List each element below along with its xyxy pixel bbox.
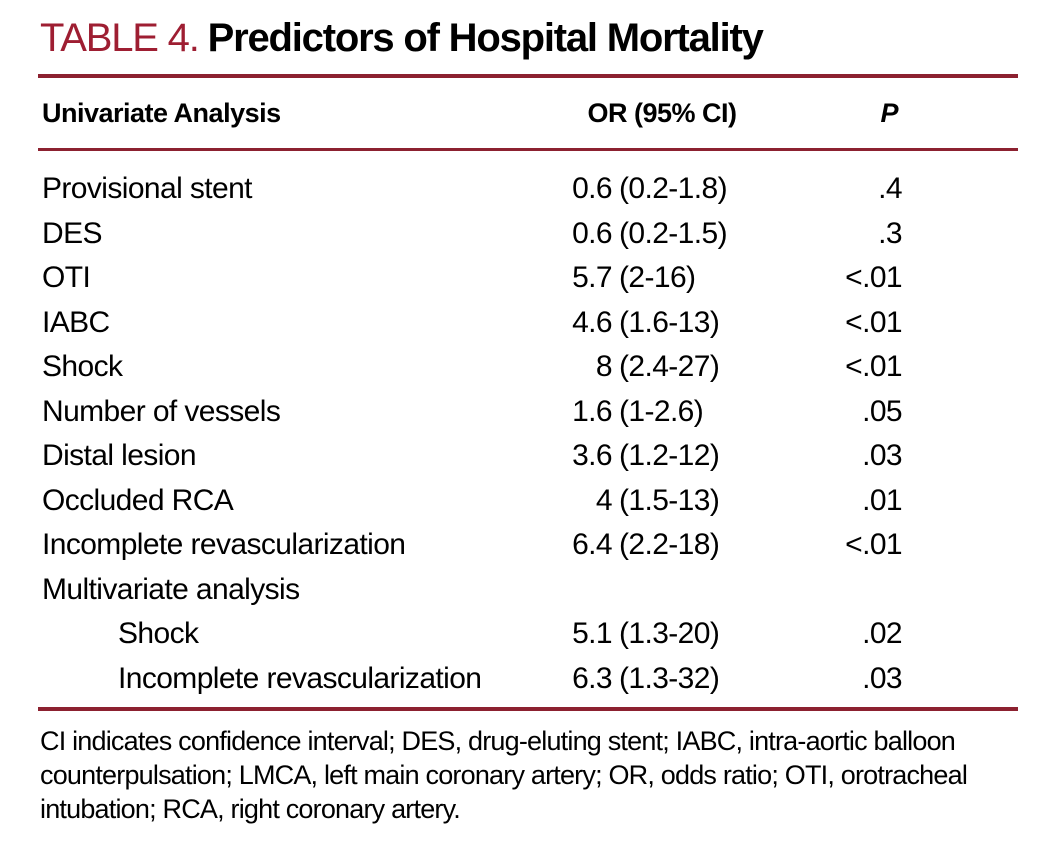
- row-p-value: .03: [862, 439, 903, 473]
- table-row: DES 0.6 (0.2-1.5) .3: [38, 212, 1018, 257]
- row-label: Incomplete revascularization: [118, 661, 482, 695]
- table-caption: Predictors of Hospital Mortality: [207, 16, 764, 60]
- row-p-value: .05: [862, 394, 903, 428]
- row-or-confidence-interval: (2.2-18): [619, 528, 720, 562]
- row-or-value: 3.6: [572, 439, 613, 473]
- table-row: Incomplete revascularization 6.4 (2.2-18…: [38, 523, 1018, 568]
- row-label: Distal lesion: [42, 439, 197, 473]
- row-label: Multivariate analysis: [42, 572, 300, 606]
- row-label: IABC: [42, 305, 110, 339]
- bottom-rule: [38, 707, 1018, 711]
- row-or-value: 1.6: [572, 394, 613, 428]
- row-label: Occluded RCA: [42, 483, 234, 517]
- table-footnote: CI indicates confidence interval; DES, d…: [40, 726, 968, 824]
- row-or-value: 8: [595, 350, 613, 384]
- row-label: OTI: [42, 261, 91, 295]
- table-title: TABLE 4. Predictors of Hospital Mortality: [40, 16, 1018, 61]
- table-number: TABLE 4.: [40, 16, 200, 60]
- row-or-confidence-interval: (2-16): [619, 261, 696, 295]
- row-label: Shock: [42, 350, 123, 384]
- table-row: OTI 5.7 (2-16) <.01: [38, 256, 1018, 301]
- row-label: Number of vessels: [42, 394, 281, 428]
- row-or-value: 0.6: [572, 172, 613, 206]
- row-or-value: 6.4: [572, 528, 613, 562]
- row-or-value: 4.6: [572, 305, 613, 339]
- row-or-confidence-interval: (1.3-32): [619, 661, 720, 695]
- table-row: Shock 8 (2.4-27) <.01: [38, 345, 1018, 390]
- row-p-value: <.01: [845, 350, 902, 384]
- row-p-value: .4: [878, 172, 902, 206]
- header-rule: [38, 148, 1018, 151]
- row-or-value: 0.6: [572, 216, 613, 250]
- table-row: Provisional stent 0.6 (0.2-1.8) .4: [38, 167, 1018, 212]
- table-section-row: Multivariate analysis: [38, 568, 1018, 613]
- row-label: DES: [42, 216, 102, 250]
- row-or-confidence-interval: (1.3-20): [619, 617, 720, 651]
- column-header-p-value: P: [880, 97, 898, 128]
- row-or-confidence-interval: (1-2.6): [619, 394, 704, 428]
- row-or-value: 4: [595, 483, 613, 517]
- row-or-confidence-interval: (2.4-27): [619, 350, 720, 384]
- row-or-value: 6.3: [572, 661, 613, 695]
- row-p-value: <.01: [845, 261, 902, 295]
- row-label: Shock: [118, 617, 199, 651]
- row-or-confidence-interval: (1.5-13): [619, 483, 720, 517]
- row-or-confidence-interval: (1.2-12): [619, 439, 720, 473]
- table-row: Shock 5.1 (1.3-20) .02: [38, 612, 1018, 657]
- table-row: Number of vessels 1.6 (1-2.6) .05: [38, 390, 1018, 435]
- table-row: Occluded RCA 4 (1.5-13) .01: [38, 479, 1018, 524]
- row-p-value: .01: [862, 483, 903, 517]
- table-header-row: Univariate Analysis OR (95% CI) P: [38, 78, 1018, 148]
- table-row: Distal lesion 3.6 (1.2-12) .03: [38, 434, 1018, 479]
- row-or-confidence-interval: (1.6-13): [619, 305, 720, 339]
- top-rule: [38, 74, 1018, 78]
- row-or-value: 5.7: [572, 261, 613, 295]
- row-p-value: <.01: [845, 528, 902, 562]
- row-or-confidence-interval: (0.2-1.8): [619, 172, 728, 206]
- row-p-value: <.01: [845, 305, 902, 339]
- row-or-confidence-interval: (0.2-1.5): [619, 216, 728, 250]
- table-row: Incomplete revascularization 6.3 (1.3-32…: [38, 657, 1018, 702]
- table-figure: TABLE 4. Predictors of Hospital Mortality…: [38, 12, 1018, 826]
- row-label: Incomplete revascularization: [42, 528, 406, 562]
- column-header-univariate-analysis: Univariate Analysis: [42, 97, 281, 128]
- column-header-or-95ci: OR (95% CI): [587, 97, 737, 128]
- table-row: IABC 4.6 (1.6-13) <.01: [38, 301, 1018, 346]
- table-body: Provisional stent 0.6 (0.2-1.8) .4 DES 0…: [38, 151, 1018, 707]
- row-label: Provisional stent: [42, 172, 253, 206]
- row-p-value: .03: [862, 661, 903, 695]
- row-p-value: .02: [862, 617, 903, 651]
- row-p-value: .3: [878, 216, 902, 250]
- row-or-value: 5.1: [572, 617, 613, 651]
